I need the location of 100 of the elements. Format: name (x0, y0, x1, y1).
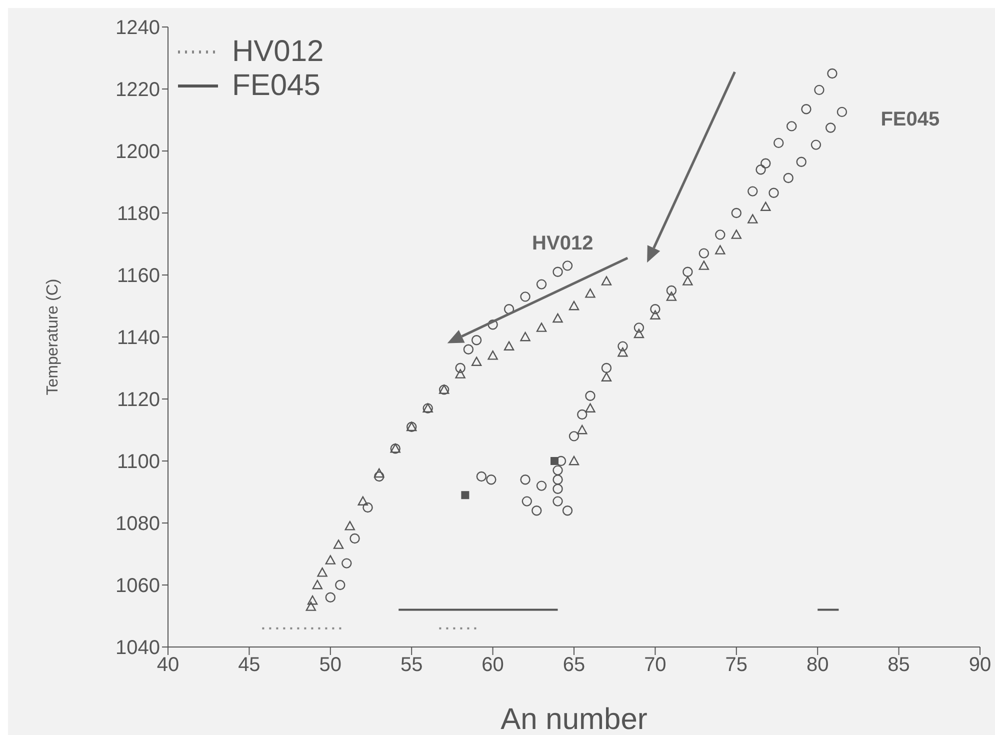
point (463, 344, 474, 354)
annotation: FE045 (880, 108, 940, 130)
point (325, 592, 336, 602)
point (568, 456, 580, 466)
point (774, 138, 784, 148)
point (342, 558, 352, 568)
y-tick-label: 1160 (116, 265, 160, 288)
point (552, 266, 563, 277)
point (536, 322, 547, 332)
point (731, 208, 742, 218)
point (585, 403, 596, 412)
y-tick-label: 1120 (116, 389, 160, 412)
point (650, 310, 660, 320)
y-tick-label: 1220 (116, 79, 160, 102)
point (358, 496, 368, 506)
point (698, 260, 710, 270)
point (488, 350, 498, 360)
x-tick-label: 85 (888, 654, 910, 676)
y-tick-label: 1080 (116, 513, 160, 536)
point (522, 496, 532, 506)
point (520, 474, 530, 485)
point (601, 372, 612, 382)
point (666, 292, 677, 301)
point (552, 474, 563, 485)
x-tick-label: 80 (806, 654, 829, 676)
y-tick-label: 1180 (116, 203, 160, 226)
point (768, 188, 779, 198)
point (796, 156, 806, 167)
point (335, 580, 346, 590)
point (562, 260, 573, 271)
point (476, 471, 487, 482)
point (362, 502, 373, 513)
point (760, 202, 771, 211)
point (814, 84, 824, 96)
point (682, 276, 693, 286)
x-tick-label: 55 (400, 654, 423, 676)
point (577, 424, 588, 434)
point (748, 186, 758, 196)
point (374, 471, 384, 482)
point (552, 313, 563, 323)
x-tick-label: 70 (644, 654, 666, 676)
legend-label: HV012 (232, 35, 324, 69)
legend-label: FE045 (232, 69, 320, 103)
point (715, 230, 726, 240)
point (585, 288, 596, 298)
point (618, 347, 628, 357)
point (825, 122, 836, 133)
point (756, 164, 766, 175)
y-tick-label: 1100 (116, 451, 160, 474)
point (344, 521, 355, 530)
point (307, 595, 318, 605)
point (801, 104, 812, 114)
point (836, 106, 848, 118)
y-tick-label: 1240 (116, 17, 160, 40)
point (601, 276, 612, 286)
point (504, 341, 514, 350)
point (504, 304, 514, 314)
point (536, 279, 547, 290)
point (666, 285, 677, 296)
point (317, 568, 328, 577)
point (455, 369, 466, 378)
point (455, 362, 466, 374)
point (536, 480, 547, 491)
point (585, 390, 596, 401)
point (532, 506, 542, 516)
y-tick-label: 1060 (116, 575, 160, 598)
point (601, 362, 612, 374)
point (520, 292, 530, 302)
point (577, 409, 588, 420)
point (634, 322, 644, 333)
x-tick-label: 90 (968, 654, 992, 676)
point (682, 266, 693, 277)
annotation: HV012 (532, 232, 594, 254)
point (568, 431, 580, 442)
point (333, 540, 344, 549)
point (488, 320, 498, 330)
point (552, 465, 563, 476)
point (486, 474, 496, 485)
point (325, 555, 336, 564)
point (698, 248, 710, 258)
point (568, 300, 580, 310)
x-tick-label: 65 (562, 654, 586, 676)
point (562, 506, 573, 516)
point (552, 484, 563, 494)
point (471, 356, 482, 366)
point (783, 172, 794, 184)
x-tick-label: 45 (238, 654, 260, 676)
point (760, 158, 771, 168)
point (461, 491, 470, 500)
point (731, 230, 742, 239)
point (350, 533, 360, 544)
point (550, 457, 559, 465)
point (827, 68, 838, 79)
point (810, 140, 822, 150)
x-tick-label: 75 (725, 654, 748, 676)
point (618, 341, 628, 352)
x-tick-label: 50 (319, 654, 342, 676)
y-tick-label: 1200 (116, 141, 160, 164)
point (748, 214, 758, 224)
x-tick-label: 60 (482, 654, 504, 676)
